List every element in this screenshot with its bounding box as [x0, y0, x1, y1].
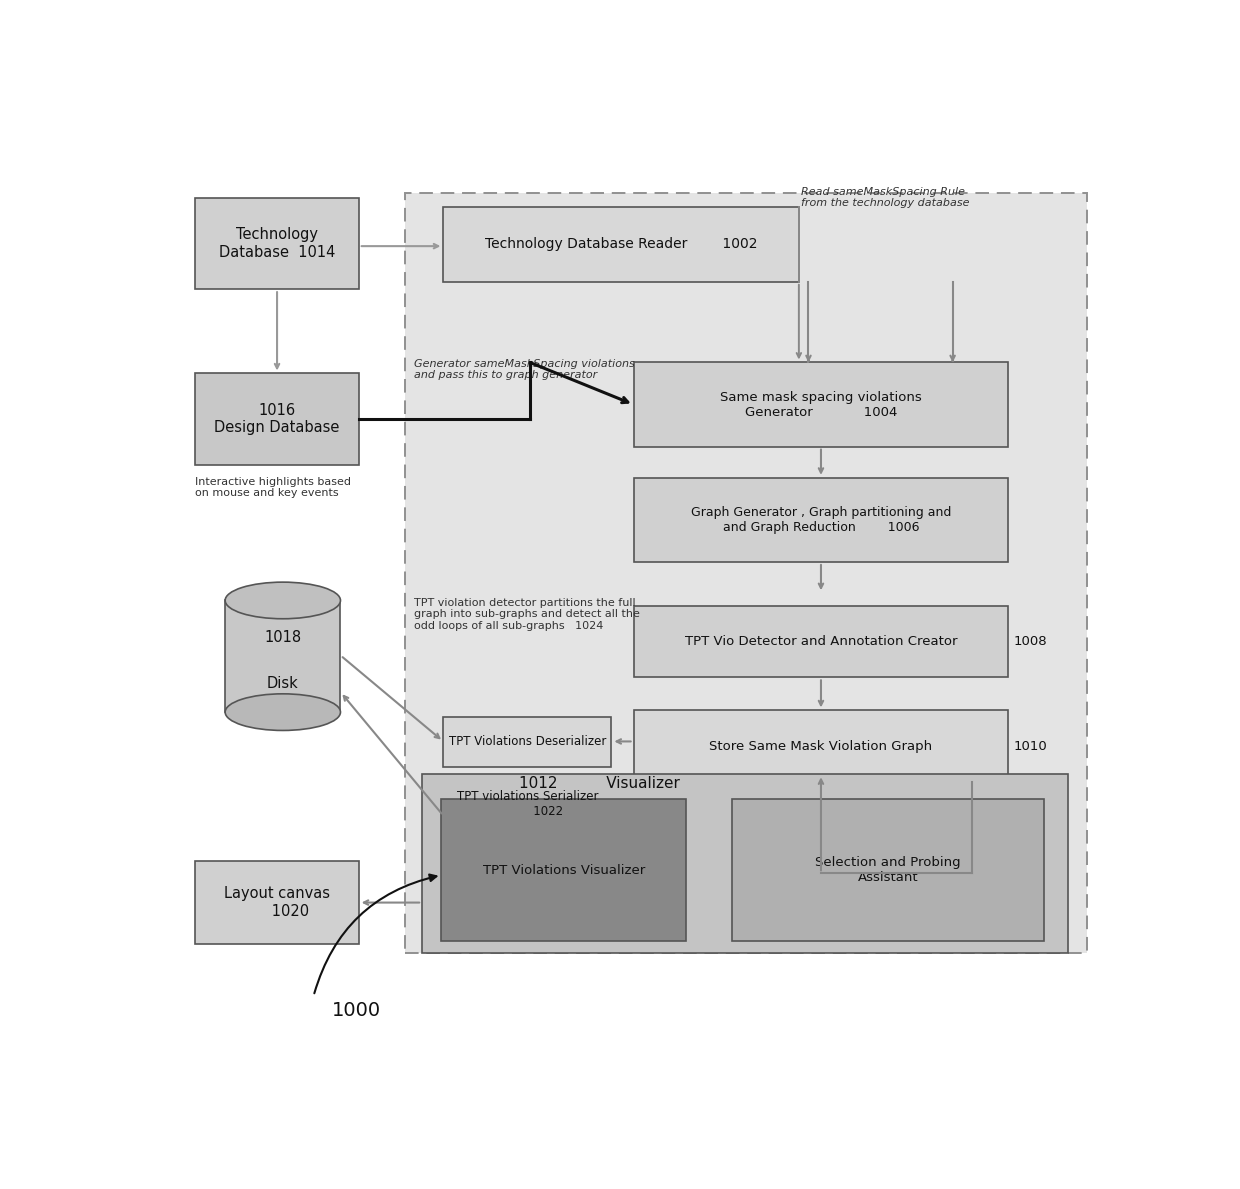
- FancyBboxPatch shape: [441, 799, 687, 940]
- Text: Technology
Database  1014: Technology Database 1014: [218, 227, 335, 259]
- FancyBboxPatch shape: [444, 779, 611, 830]
- Text: 1016
Design Database: 1016 Design Database: [215, 403, 340, 435]
- Text: Generator sameMaskSpacing violations
and pass this to graph generator: Generator sameMaskSpacing violations and…: [414, 359, 635, 380]
- FancyBboxPatch shape: [732, 799, 1044, 940]
- Text: 1012          Visualizer: 1012 Visualizer: [518, 776, 680, 791]
- FancyBboxPatch shape: [634, 478, 1008, 562]
- FancyBboxPatch shape: [634, 363, 1008, 447]
- FancyArrowPatch shape: [314, 875, 436, 993]
- Text: Selection and Probing
Assistant: Selection and Probing Assistant: [815, 856, 961, 885]
- Text: Store Same Mask Violation Graph: Store Same Mask Violation Graph: [709, 740, 932, 753]
- FancyBboxPatch shape: [226, 600, 341, 712]
- Text: Same mask spacing violations
Generator            1004: Same mask spacing violations Generator 1…: [720, 390, 921, 419]
- FancyBboxPatch shape: [196, 861, 358, 944]
- Text: TPT Vio Detector and Annotation Creator: TPT Vio Detector and Annotation Creator: [684, 635, 957, 648]
- Text: 1000: 1000: [332, 1001, 382, 1020]
- Text: Technology Database Reader        1002: Technology Database Reader 1002: [485, 238, 758, 251]
- FancyBboxPatch shape: [444, 207, 799, 282]
- FancyBboxPatch shape: [444, 717, 611, 767]
- FancyBboxPatch shape: [196, 197, 358, 289]
- Text: TPT violations Serializer
           1022: TPT violations Serializer 1022: [456, 791, 598, 818]
- Text: TPT Violations Deserializer: TPT Violations Deserializer: [449, 735, 606, 748]
- FancyBboxPatch shape: [404, 193, 1087, 952]
- Text: Interactive highlights based
on mouse and key events: Interactive highlights based on mouse an…: [196, 477, 351, 498]
- Text: Graph Generator , Graph partitioning and
and Graph Reduction        1006: Graph Generator , Graph partitioning and…: [691, 505, 951, 534]
- Text: 1018: 1018: [264, 630, 301, 646]
- Text: Disk: Disk: [267, 677, 299, 691]
- Ellipse shape: [226, 694, 341, 730]
- FancyBboxPatch shape: [422, 774, 1068, 952]
- Text: 1010: 1010: [1013, 740, 1047, 753]
- Ellipse shape: [226, 583, 341, 618]
- Text: TPT violation detector partitions the full
graph into sub-graphs and detect all : TPT violation detector partitions the fu…: [414, 598, 640, 631]
- Text: Read sameMaskSpacing Rule
from the technology database: Read sameMaskSpacing Rule from the techn…: [801, 187, 970, 208]
- Text: TPT Violations Visualizer: TPT Violations Visualizer: [482, 863, 645, 876]
- FancyBboxPatch shape: [634, 606, 1008, 678]
- Text: 1008: 1008: [1013, 635, 1047, 648]
- Text: Layout canvas
      1020: Layout canvas 1020: [224, 886, 330, 919]
- FancyBboxPatch shape: [634, 710, 1008, 781]
- FancyBboxPatch shape: [196, 373, 358, 465]
